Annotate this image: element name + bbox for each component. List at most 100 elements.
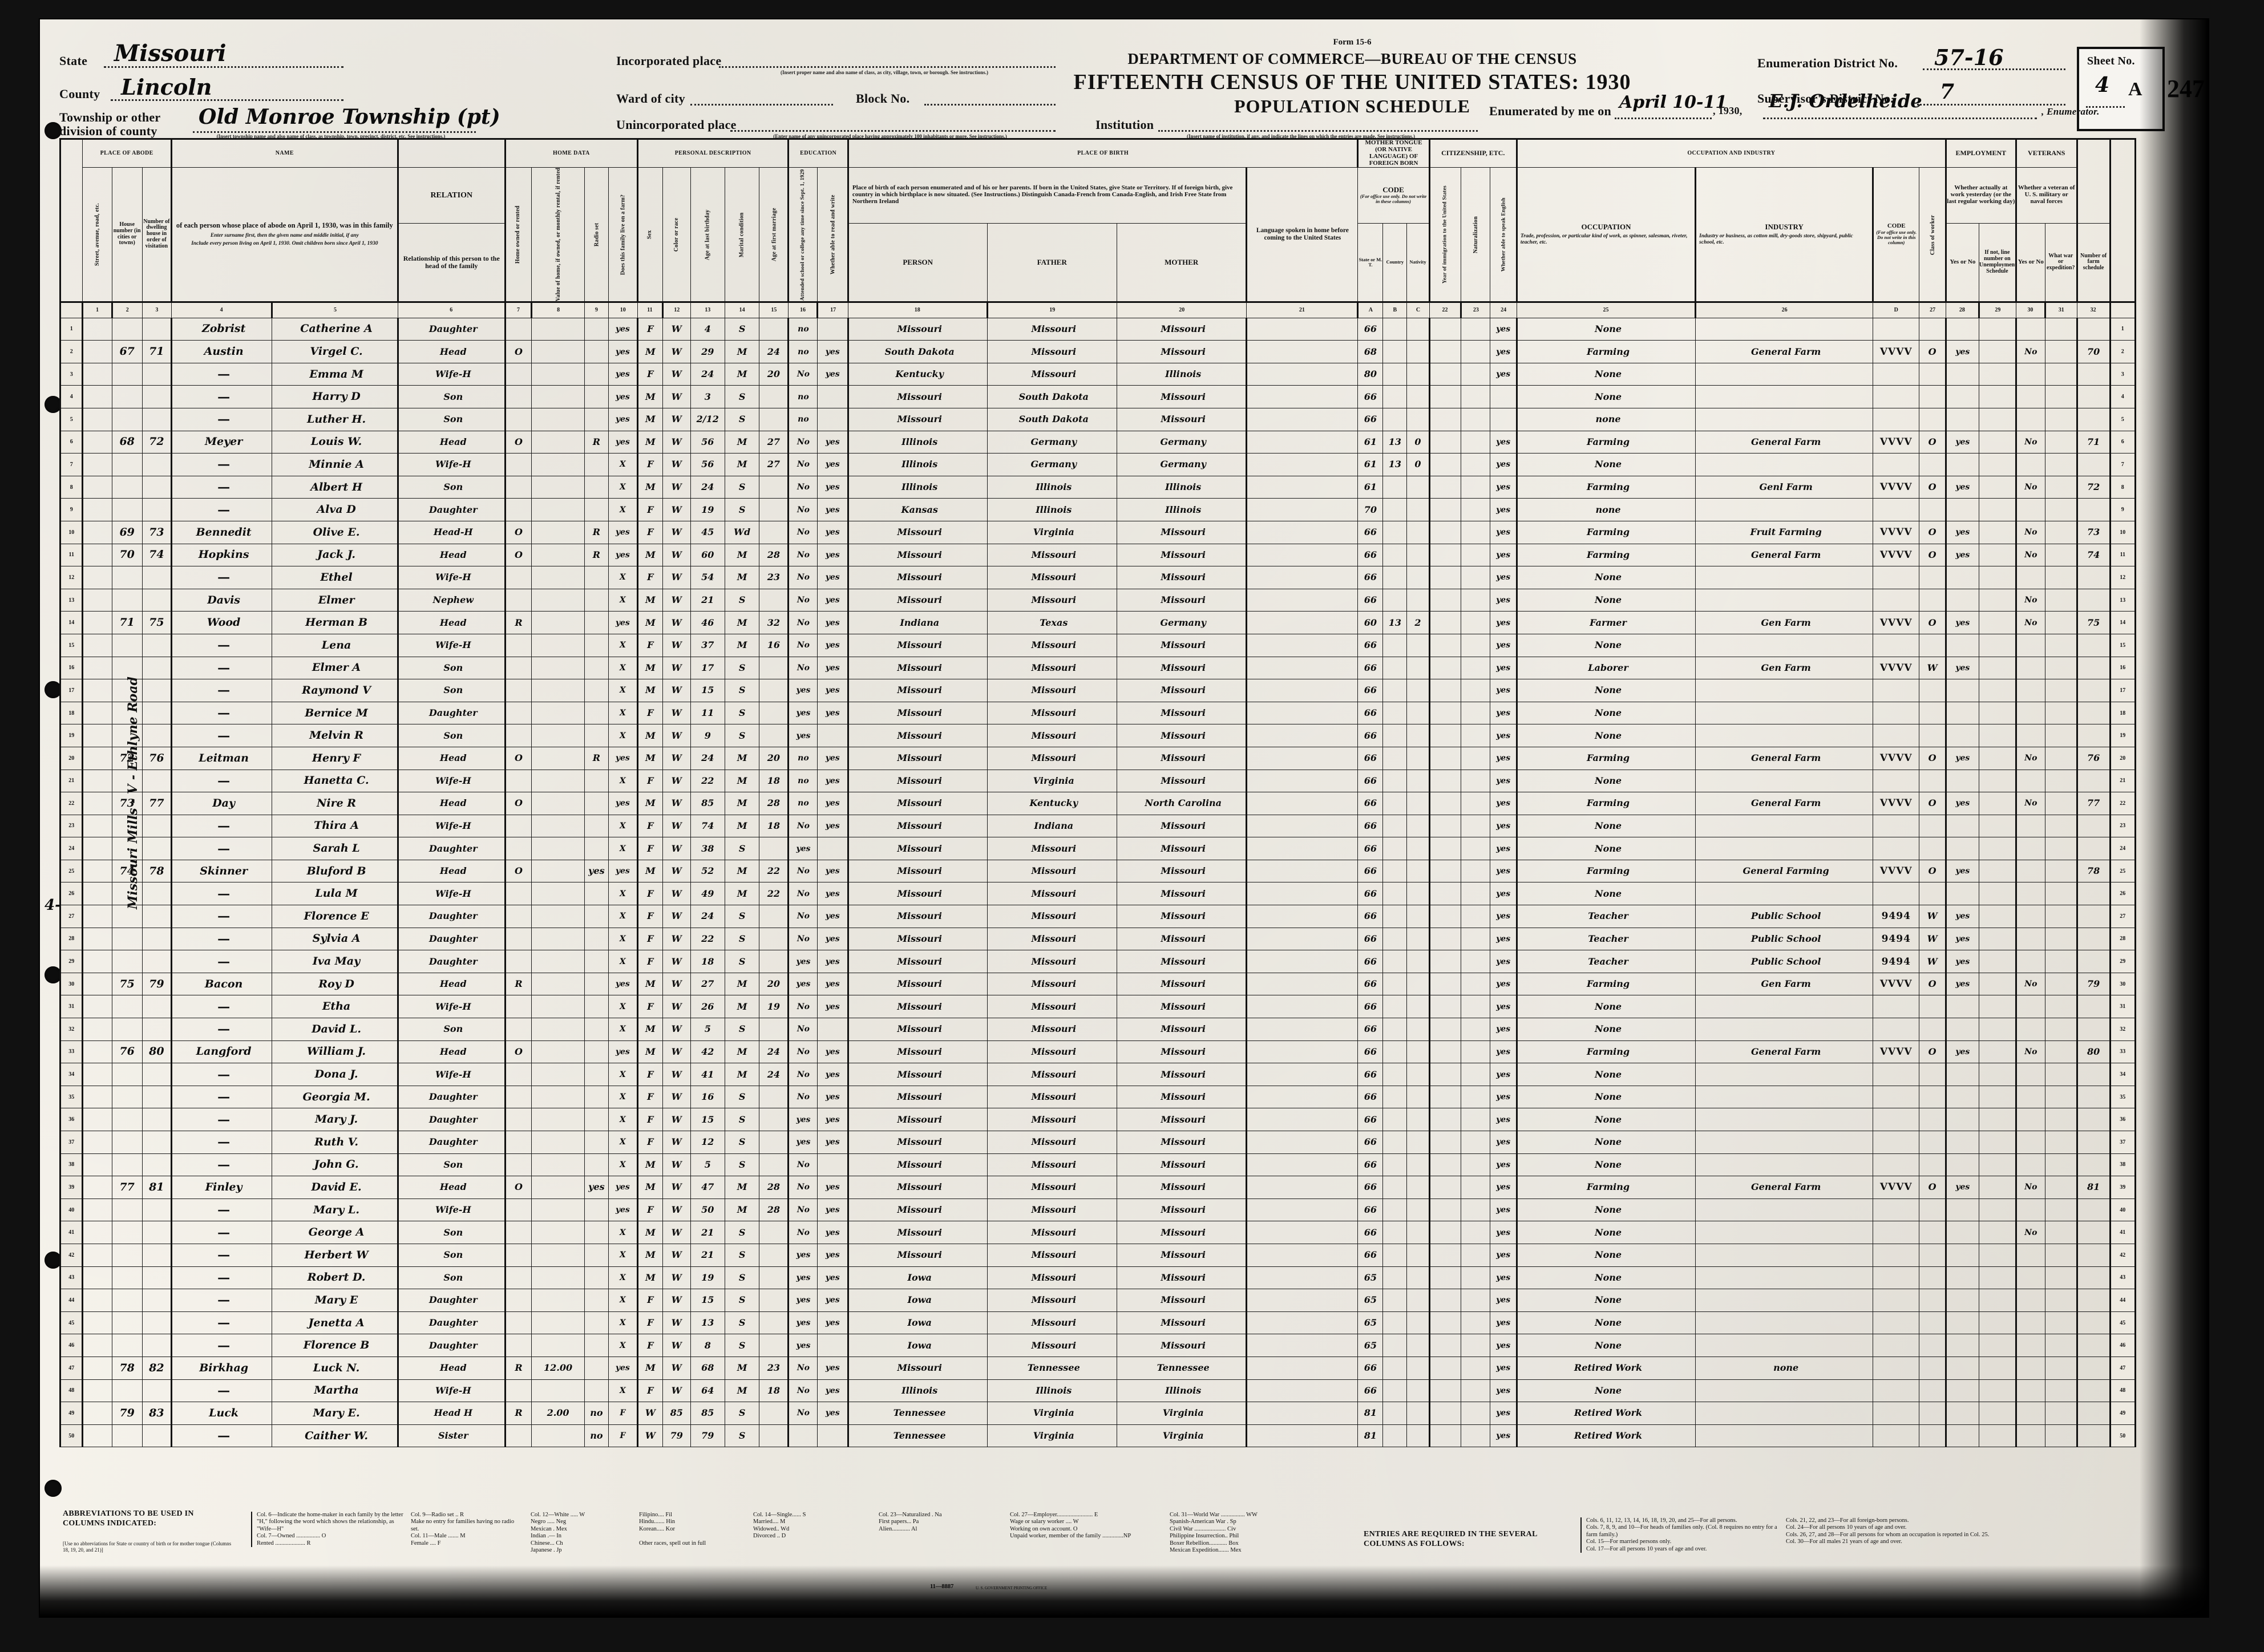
cell: yes xyxy=(1944,656,1979,680)
cell: 74 xyxy=(2076,543,2111,567)
table-row[interactable]: 23— Thira A Wife-H X F W 74 M 18 No yes Missouri Ind… xyxy=(59,814,2137,838)
cell xyxy=(1919,1221,1946,1244)
table-row[interactable]: 15— Lena Wife-H X F W 37 M 16 No yes Missouri Missou… xyxy=(59,633,2137,657)
cell: 66 xyxy=(1357,656,1384,680)
cell xyxy=(142,475,172,499)
occupation-cell: None xyxy=(1515,769,1696,793)
cell: 70 xyxy=(111,543,143,567)
table-row[interactable]: 32— David L. Son X M W 5 S No Missouri Missouri Mis… xyxy=(59,1018,2137,1041)
row-number-left: 17 xyxy=(59,679,83,702)
table-row[interactable]: 41— George A Son X M W 21 S No yes Missouri Missour… xyxy=(59,1221,2137,1244)
relation-cell: Son xyxy=(397,475,506,499)
table-row[interactable]: 13 Davis Elmer Nephew X M W 21 S No yes Missouri Mis… xyxy=(59,588,2137,612)
table-row[interactable]: 27— Florence E Daughter X F W 24 S No yes Missouri… xyxy=(59,905,2137,928)
cell: 0 xyxy=(1406,430,1430,454)
cell: 82 xyxy=(142,1356,172,1380)
table-row[interactable]: 16— Elmer A Son X M W 17 S No yes Missouri Missouri… xyxy=(59,656,2137,680)
relation-cell: Head xyxy=(397,430,506,454)
cell: F xyxy=(636,837,663,860)
industry-code-cell xyxy=(1873,1289,1920,1312)
cell: 66 xyxy=(1357,792,1384,815)
cell xyxy=(1406,1108,1430,1131)
table-row[interactable]: 38— John G. Son X M W 5 S No Missouri Missouri Miss… xyxy=(59,1153,2137,1177)
table-row[interactable]: 3— Emma M Wife-H yes F W 24 M 20 No yes Kentucky Mis… xyxy=(59,362,2137,386)
cell xyxy=(584,566,609,589)
relation-cell: Wife-H xyxy=(397,995,506,1019)
table-row[interactable]: 8— Albert H Son X M W 24 S No yes Illinois Illinois… xyxy=(59,475,2137,499)
cell xyxy=(1406,701,1430,725)
cell: 2.00 xyxy=(531,1402,585,1425)
cell xyxy=(111,769,143,793)
birthplace-mother-cell: Virginia xyxy=(1116,1424,1247,1448)
table-row[interactable]: 7— Minnie A Wife-H X F W 56 M 27 No yes Illinois Ger… xyxy=(59,453,2137,476)
row-number-right: 48 xyxy=(2109,1379,2137,1403)
row-number-right: 3 xyxy=(2109,362,2137,386)
table-row[interactable]: 49 79 83 Luck Mary E. Head H R 2.00 no F W 85 85 S No y… xyxy=(59,1402,2137,1425)
row-number-right: 34 xyxy=(2109,1063,2137,1086)
cell: yes xyxy=(817,1402,848,1425)
table-row[interactable]: 34— Dona J. Wife-H X F W 41 M 24 No yes Missouri Mis… xyxy=(59,1063,2137,1086)
industry-cell xyxy=(1695,408,1874,431)
cell xyxy=(1406,882,1430,906)
cell: R xyxy=(504,1402,532,1425)
surname-cell: Finley xyxy=(170,1176,273,1199)
cell: yes xyxy=(1490,746,1517,770)
industry-cell xyxy=(1695,453,1874,476)
cell xyxy=(1978,769,2016,793)
cell: F xyxy=(636,701,663,725)
table-row[interactable]: 40— Mary L. Wife-H yes F W 50 M 28 No yes Missouri M… xyxy=(59,1198,2137,1222)
table-row[interactable]: 26— Lula M Wife-H X F W 49 M 22 No yes Missouri Miss… xyxy=(59,882,2137,906)
birthplace-person-cell: Iowa xyxy=(847,1311,988,1335)
table-row[interactable]: 9— Alva D Daughter X F W 19 S No yes Kansas Illinoi… xyxy=(59,498,2137,521)
cell: 21 xyxy=(690,588,725,612)
table-row[interactable]: 48— Martha Wife-H X F W 64 M 18 No yes Illinois Illi… xyxy=(59,1379,2137,1403)
table-row[interactable]: 28— Sylvia A Daughter X F W 22 S No yes Missouri Mi… xyxy=(59,927,2137,951)
given-name-cell: John G. xyxy=(272,1153,398,1177)
surname-cell: — xyxy=(170,566,273,589)
occupation-cell: None xyxy=(1515,1289,1696,1312)
cell xyxy=(1406,859,1430,883)
table-row[interactable]: 21— Hanetta C. Wife-H X F W 22 M 18 no yes Missouri… xyxy=(59,769,2137,793)
table-row[interactable]: 12— Ethel Wife-H X F W 54 M 23 No yes Missouri Misso… xyxy=(59,566,2137,589)
cell: yes xyxy=(817,1243,848,1267)
table-row[interactable]: 47 78 82 Birkhag Luck N. Head R 12.00 yes M W 68 M 23… xyxy=(59,1356,2137,1380)
birthplace-person-cell: Missouri xyxy=(847,1356,988,1380)
cell: yes xyxy=(787,1334,818,1357)
cell xyxy=(1919,1402,1946,1425)
col-number-5: 5 xyxy=(271,301,398,318)
abbrev-title-text: ABBREVIATIONS TO BE USED IN COLUMNS INDI… xyxy=(63,1509,194,1528)
table-row[interactable]: 35— Georgia M. Daughter X F W 16 S No yes Missouri… xyxy=(59,1085,2137,1109)
table-row[interactable]: 50— Caither W. Sister no F W 79 79 S Tennessee Vir… xyxy=(59,1424,2137,1448)
table-row[interactable]: 31— Etha Wife-H X F W 26 M 19 No yes Missouri Missou… xyxy=(59,995,2137,1019)
cell xyxy=(111,724,143,747)
cell: 81 xyxy=(142,1176,172,1199)
birthplace-person-cell: Indiana xyxy=(847,611,988,634)
cell xyxy=(1246,1018,1359,1041)
